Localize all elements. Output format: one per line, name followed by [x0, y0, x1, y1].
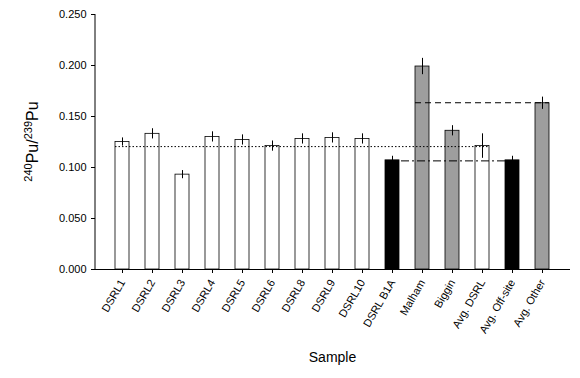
svg-text:0.050: 0.050 [59, 212, 87, 224]
svg-text:DSRL10: DSRL10 [336, 277, 367, 319]
svg-text:DSRL8: DSRL8 [279, 277, 307, 314]
svg-text:Biggin: Biggin [432, 277, 458, 309]
svg-text:0.250: 0.250 [59, 8, 87, 20]
svg-text:DSRL5: DSRL5 [219, 277, 247, 314]
svg-text:DSRL3: DSRL3 [159, 277, 187, 314]
svg-text:Sample: Sample [309, 349, 357, 365]
svg-text:DSRL9: DSRL9 [309, 277, 337, 314]
svg-text:DSRL4: DSRL4 [189, 277, 217, 314]
svg-text:DSRL6: DSRL6 [249, 277, 277, 314]
svg-text:0.100: 0.100 [59, 161, 87, 173]
svg-text:0.150: 0.150 [59, 110, 87, 122]
svg-text:DSRL1: DSRL1 [99, 277, 127, 314]
svg-text:Avg. Other: Avg. Other [511, 277, 548, 329]
svg-text:DSRL2: DSRL2 [129, 277, 157, 314]
svg-text:0.000: 0.000 [59, 263, 87, 275]
svg-text:0.200: 0.200 [59, 59, 87, 71]
svg-text:Malham: Malham [397, 277, 427, 317]
svg-text:DSRL B1A: DSRL B1A [360, 277, 397, 329]
svg-text:Avg. Off-site: Avg. Off-site [477, 277, 517, 335]
svg-text:Avg. DSRL: Avg. DSRL [449, 277, 488, 331]
svg-text:240Pu/239Pu: 240Pu/239Pu [22, 101, 41, 181]
